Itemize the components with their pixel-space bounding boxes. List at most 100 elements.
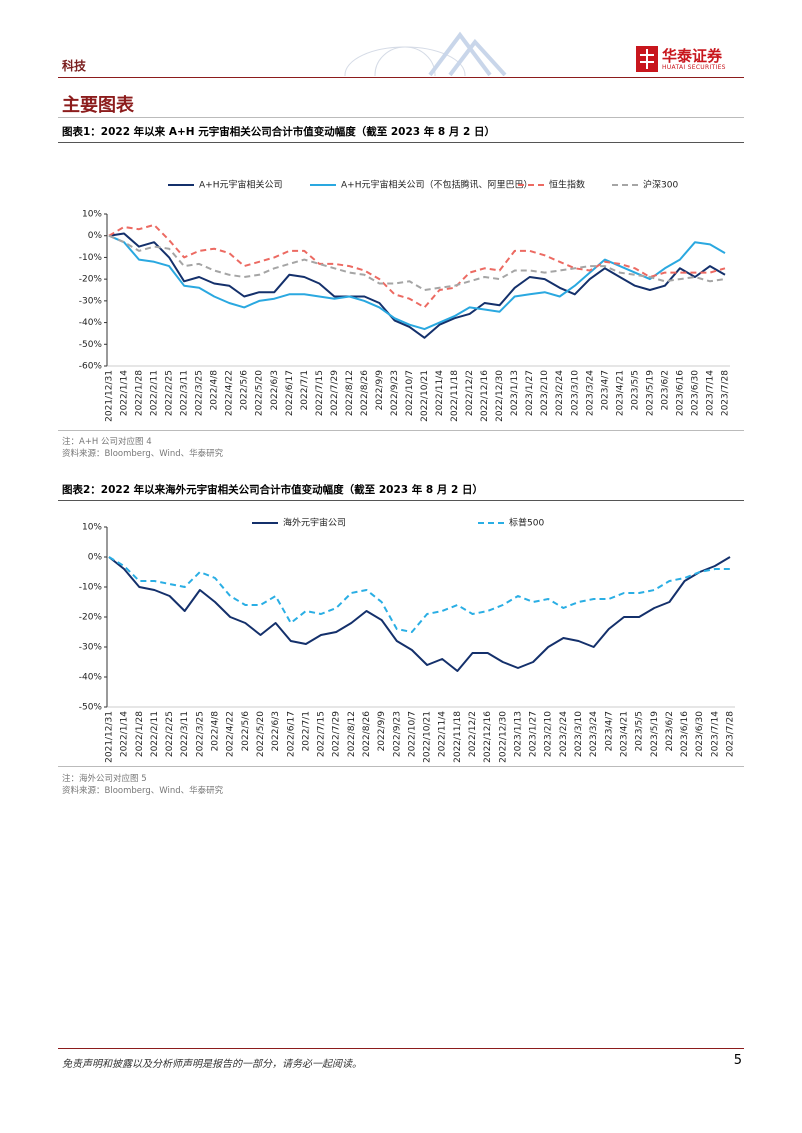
chart-source: 资料来源：Bloomberg、Wind、华泰研究	[62, 449, 224, 459]
x-tick-label: 2022/5/6	[241, 711, 251, 752]
x-tick-label: 2022/11/18	[450, 370, 460, 422]
x-tick-label: 2022/10/21	[423, 711, 433, 763]
x-tick-label: 2022/4/8	[211, 711, 221, 752]
y-tick-label: -50%	[79, 703, 103, 713]
x-tick-label: 2022/4/22	[226, 711, 236, 757]
x-tick-label: 2022/12/16	[483, 711, 493, 763]
y-tick-label: 0%	[88, 553, 103, 563]
x-tick-label: 2022/5/20	[256, 711, 266, 757]
x-tick-label: 2022/4/8	[210, 370, 220, 411]
x-tick-label: 2023/7/28	[721, 370, 731, 416]
x-tick-label: 2022/4/22	[225, 370, 235, 416]
title-rule	[58, 142, 744, 143]
x-tick-label: 2023/6/16	[680, 711, 690, 757]
series-line	[108, 556, 730, 633]
y-tick-label: -40%	[79, 318, 103, 328]
legend-label: 恒生指数	[549, 179, 585, 191]
x-tick-label: 2023/6/2	[660, 370, 670, 410]
x-tick-label: 2023/6/30	[690, 370, 700, 416]
x-tick-label: 2023/1/27	[529, 711, 539, 757]
x-tick-label: 2023/4/7	[600, 370, 610, 410]
disclaimer: 免责声明和披露以及分析师声明是报告的一部分，请务必一起阅读。	[62, 1059, 362, 1070]
x-tick-label: 2023/1/27	[525, 370, 535, 416]
x-tick-label: 2022/6/17	[286, 711, 296, 757]
x-tick-label: 2022/7/1	[300, 370, 310, 410]
x-tick-label: 2023/2/10	[540, 370, 550, 416]
x-tick-label: 2022/3/25	[195, 711, 205, 757]
x-tick-label: 2022/12/16	[480, 370, 490, 422]
y-tick-label: -10%	[79, 583, 103, 593]
x-tick-label: 2023/6/30	[695, 711, 705, 757]
footer-rule	[58, 1048, 744, 1049]
legend-label: A+H元宇宙相关公司	[199, 179, 282, 191]
x-tick-label: 2022/7/15	[315, 370, 325, 416]
chart: 10% 0% -10% -20% -30% -40% -50%2021/12/31 2022/…	[79, 517, 736, 763]
chart-title: 图表1：2022 年以来 A+H 元宇宙相关公司合计市值变动幅度（截至 2023…	[62, 126, 495, 138]
x-tick-label: 2022/6/17	[285, 370, 295, 416]
x-tick-label: 2023/2/24	[559, 711, 569, 757]
x-tick-label: 2022/7/29	[330, 370, 340, 416]
section-label: 科技	[62, 59, 87, 73]
series-line	[108, 556, 731, 672]
x-tick-label: 2022/2/11	[150, 711, 160, 757]
x-tick-label: 2023/1/13	[513, 711, 523, 757]
x-tick-label: 2022/6/3	[271, 711, 281, 751]
x-tick-label: 2022/6/3	[270, 370, 280, 410]
chart: 10% 0% -10% -20% -30% -40% -50% -60%2021/12/31 2…	[79, 179, 731, 422]
x-tick-label: 2023/7/14	[710, 711, 720, 757]
legend-label: A+H元宇宙相关公司（不包括腾讯、阿里巴巴）	[341, 179, 532, 191]
x-tick-label: 2022/12/30	[495, 370, 505, 422]
brand-name-en: HUATAI SECURITIES	[662, 64, 726, 71]
brand-name: 华泰证券	[662, 47, 723, 65]
x-tick-label: 2022/12/30	[498, 711, 508, 763]
header-rule	[58, 77, 744, 78]
x-tick-label: 2021/12/31	[105, 370, 115, 422]
y-tick-label: 10%	[82, 210, 102, 220]
x-tick-label: 2022/9/23	[390, 370, 400, 416]
y-tick-label: 0%	[88, 231, 103, 241]
x-tick-label: 2023/3/24	[585, 370, 595, 416]
legend-label: 沪深300	[643, 179, 678, 191]
x-tick-label: 2021/12/31	[105, 711, 115, 763]
x-tick-label: 2022/8/12	[347, 711, 357, 757]
x-tick-label: 2023/1/13	[510, 370, 520, 416]
x-tick-label: 2023/6/2	[665, 711, 675, 751]
x-tick-label: 2022/11/4	[435, 370, 445, 416]
chart-rule	[58, 766, 744, 767]
x-tick-label: 2022/2/25	[165, 370, 175, 416]
x-tick-label: 2022/10/21	[420, 370, 430, 422]
x-tick-label: 2023/6/16	[675, 370, 685, 416]
y-tick-label: -20%	[79, 275, 103, 285]
x-tick-label: 2022/5/20	[255, 370, 265, 416]
x-tick-label: 2023/4/21	[619, 711, 629, 757]
x-tick-label: 2022/3/25	[195, 370, 205, 416]
x-tick-label: 2022/10/7	[405, 370, 415, 416]
x-tick-label: 2022/9/23	[392, 711, 402, 757]
x-tick-label: 2022/10/7	[407, 711, 417, 757]
x-tick-label: 2023/4/21	[615, 370, 625, 416]
x-tick-label: 2022/8/26	[362, 711, 372, 757]
x-tick-label: 2022/7/29	[332, 711, 342, 757]
chart-title: 图表2：2022 年以来海外元宇宙相关公司合计市值变动幅度（截至 2023 年 …	[62, 484, 483, 496]
title-rule	[58, 500, 744, 501]
heading: 主要图表	[62, 95, 134, 116]
header-decoration	[344, 31, 507, 76]
y-tick-label: -50%	[79, 340, 103, 350]
x-tick-label: 2022/11/4	[438, 711, 448, 757]
x-tick-label: 2022/3/11	[180, 370, 190, 416]
chart-note: 注：A+H 公司对应图 4	[62, 437, 152, 447]
chart-rule	[58, 430, 744, 431]
x-tick-label: 2023/3/10	[570, 370, 580, 416]
legend-label: 海外元宇宙公司	[283, 517, 346, 529]
x-tick-label: 2023/5/5	[635, 711, 645, 751]
heading-rule	[58, 117, 744, 118]
legend-label: 标普500	[509, 517, 544, 529]
x-tick-label: 2023/7/28	[726, 711, 736, 757]
x-tick-label: 2022/2/25	[165, 711, 175, 757]
x-tick-label: 2023/4/7	[604, 711, 614, 751]
x-tick-label: 2023/5/5	[630, 370, 640, 410]
x-tick-label: 2022/12/2	[468, 711, 478, 757]
x-tick-label: 2023/2/10	[544, 711, 554, 757]
x-tick-label: 2023/5/19	[650, 711, 660, 757]
